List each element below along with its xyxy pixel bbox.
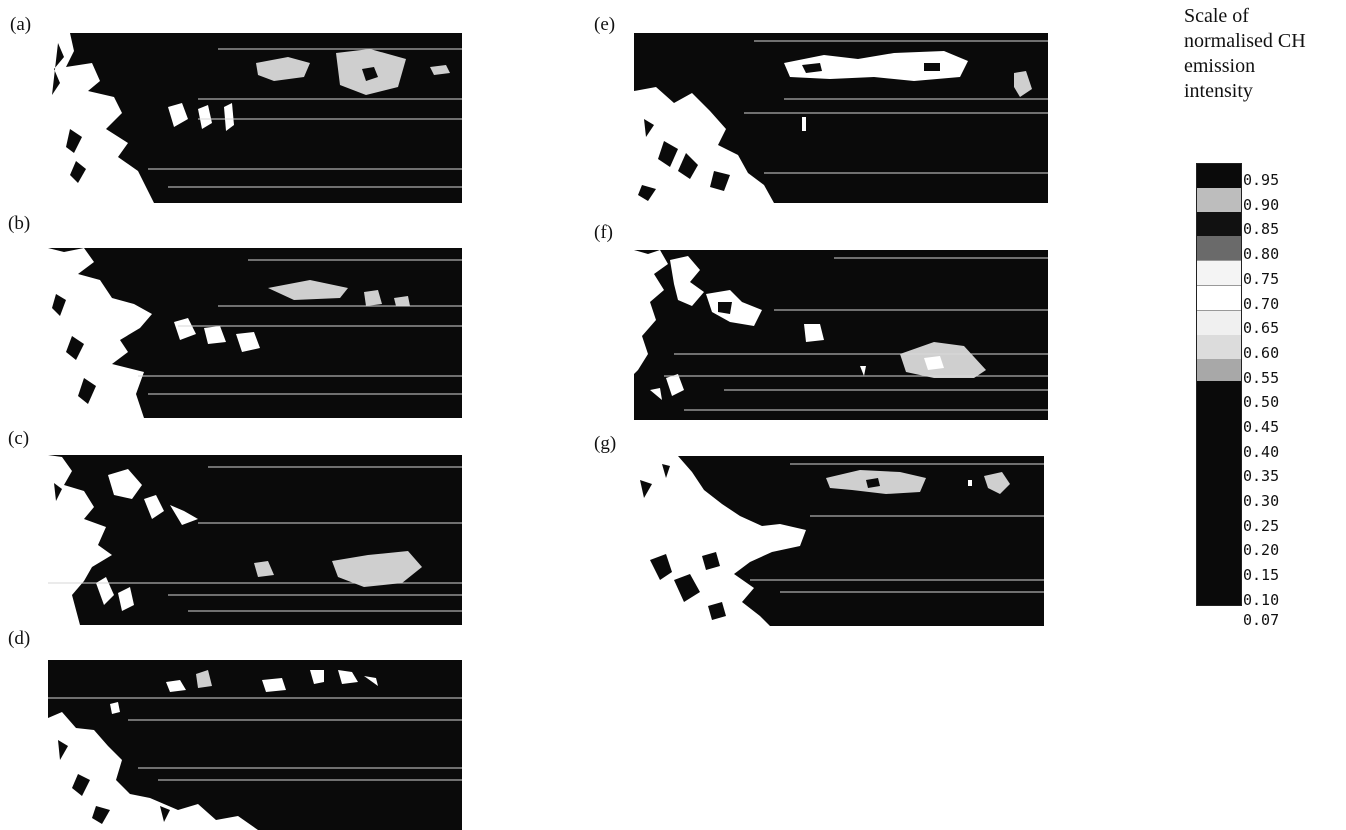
panel-g-image [630, 456, 1044, 626]
scale-segment [1197, 164, 1241, 188]
scale-tick: 0.55 [1243, 369, 1280, 387]
panel-label-e: (e) [594, 14, 616, 35]
scale-colorbar [1196, 163, 1242, 606]
scale-tick: 0.45 [1243, 418, 1280, 436]
scale-tick: 0.60 [1243, 344, 1280, 362]
scale-tick: 0.85 [1243, 220, 1280, 238]
scale-tick: 0.90 [1243, 196, 1280, 214]
scale-segment [1197, 359, 1241, 381]
scale-tick: 0.40 [1243, 443, 1280, 461]
scale-tick: 0.50 [1243, 393, 1280, 411]
scale-tick: 0.65 [1243, 319, 1280, 337]
scale-segment [1197, 285, 1241, 310]
scale-tick: 0.80 [1243, 245, 1280, 263]
panel-c-image [48, 455, 462, 625]
scale-segment [1197, 335, 1241, 359]
scale-tick: 0.07 [1243, 611, 1280, 629]
scale-title: Scale of normalised CH emission intensit… [1184, 4, 1344, 104]
panel-e-image [634, 33, 1048, 203]
panel-b-image [48, 248, 462, 418]
scale-title-line-3: emission [1184, 55, 1256, 77]
scale-segment [1197, 236, 1241, 260]
panel-label-a: (a) [10, 14, 32, 35]
scale-title-line-2: normalised CH [1184, 30, 1306, 52]
scale-tick: 0.70 [1243, 295, 1280, 313]
panel-f-image [634, 250, 1048, 420]
panel-label-b: (b) [8, 213, 31, 234]
panel-label-g: (g) [594, 433, 617, 454]
scale-title-line-4: intensity [1184, 80, 1253, 102]
scale-tick: 0.10 [1243, 591, 1280, 609]
panel-d-image [48, 660, 462, 830]
panel-label-c: (c) [8, 428, 30, 449]
panel-label-d: (d) [8, 628, 31, 649]
scale-title-line-1: Scale of [1184, 5, 1249, 27]
panel-label-f: (f) [594, 222, 613, 243]
scale-segment [1197, 212, 1241, 236]
scale-tick: 0.35 [1243, 467, 1280, 485]
scale-segment [1197, 260, 1241, 285]
scale-segment [1197, 310, 1241, 335]
scale-tick: 0.15 [1243, 566, 1280, 584]
scale-tick: 0.20 [1243, 541, 1280, 559]
scale-tick: 0.95 [1243, 171, 1280, 189]
scale-tick: 0.30 [1243, 492, 1280, 510]
scale-tick: 0.75 [1243, 270, 1280, 288]
scale-segment [1197, 381, 1241, 605]
panel-a-image [48, 33, 462, 203]
scale-segment [1197, 188, 1241, 212]
scale-tick: 0.25 [1243, 517, 1280, 535]
